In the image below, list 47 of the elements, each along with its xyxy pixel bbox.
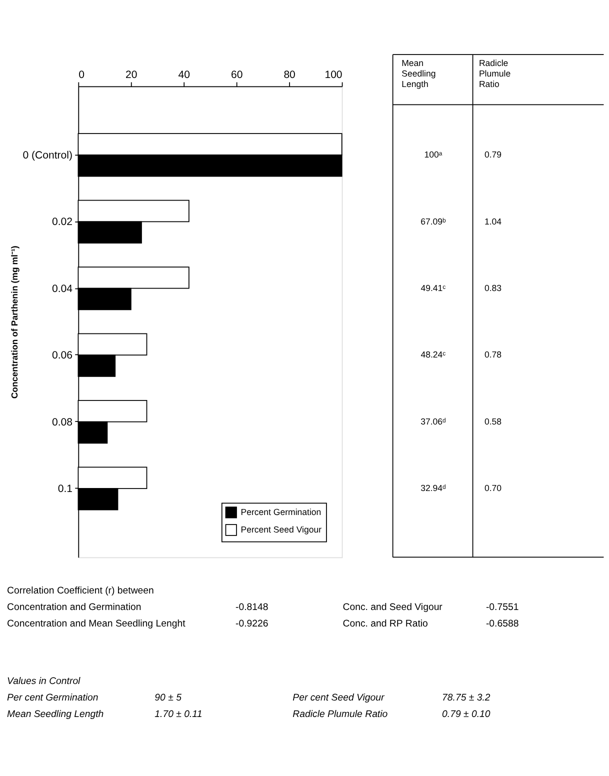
- text: Concentration and Mean Seedling Lenght: [7, 618, 186, 630]
- x-tick-label: 60: [230, 68, 243, 81]
- text: -0.9226: [236, 618, 268, 630]
- text: Correlation Coefficient (r) between: [7, 585, 154, 596]
- y-tick-label: 0.1: [58, 483, 73, 496]
- text: 1.70 ± 0.11: [154, 709, 202, 720]
- text: 37.06ᵈ: [420, 416, 446, 426]
- text: 0.58: [484, 416, 502, 426]
- text: 32.94ᵈ: [420, 483, 446, 494]
- y-tick-label: 0.04: [52, 282, 73, 295]
- text: 1.04: [484, 216, 502, 226]
- legend-label: Percent Germination: [240, 507, 322, 518]
- text: 67.09ᵇ: [420, 216, 447, 226]
- text: Radicle Plumule Ratio: [292, 709, 388, 720]
- text: Concentration and Germination: [7, 602, 142, 613]
- text: -0.6588: [486, 618, 519, 630]
- x-tick-label: 20: [126, 68, 138, 81]
- x-tick-label: 100: [324, 68, 342, 81]
- text: Per cent Germination: [7, 692, 98, 704]
- text: 0.78: [484, 350, 502, 360]
- text: Per cent Seed Vigour: [292, 692, 386, 704]
- legend-label: Percent Seed Vigour: [240, 524, 322, 535]
- text: Radicle Plumule Ratio: [478, 58, 511, 90]
- y-axis-title: Concentration of Parthenin (mg ml⁻¹): [9, 246, 20, 399]
- text: 90 ± 5: [154, 692, 182, 704]
- x-tick-label: 80: [284, 68, 296, 81]
- text: 78.75 ± 3.2: [442, 692, 491, 704]
- text: 49.41ᶜ: [420, 283, 446, 294]
- text: -0.8148: [236, 602, 268, 613]
- y-tick-label: 0 (Control): [22, 149, 72, 162]
- y-tick-label: 0.02: [52, 216, 73, 228]
- text: -0.7551: [486, 602, 519, 613]
- text: Conc. and RP Ratio: [342, 618, 428, 630]
- text: Mean Seedling Length: [7, 709, 104, 720]
- text: 0.79: [484, 150, 502, 160]
- y-tick-label: 0.08: [52, 416, 73, 428]
- text: 0.70: [484, 483, 502, 494]
- text: 100ᵃ: [424, 150, 443, 160]
- text: 48.24ᶜ: [420, 350, 446, 360]
- x-tick-label: 40: [178, 68, 190, 81]
- text: 0.79 ± 0.10: [442, 709, 491, 720]
- text: Values in Control: [7, 676, 82, 687]
- text: 0.83: [484, 283, 502, 294]
- text: Conc. and Seed Vigour: [342, 602, 444, 613]
- text: Mean Seedling Length: [402, 58, 436, 90]
- x-tick-label: 0: [78, 68, 85, 81]
- y-tick-label: 0.06: [52, 350, 73, 362]
